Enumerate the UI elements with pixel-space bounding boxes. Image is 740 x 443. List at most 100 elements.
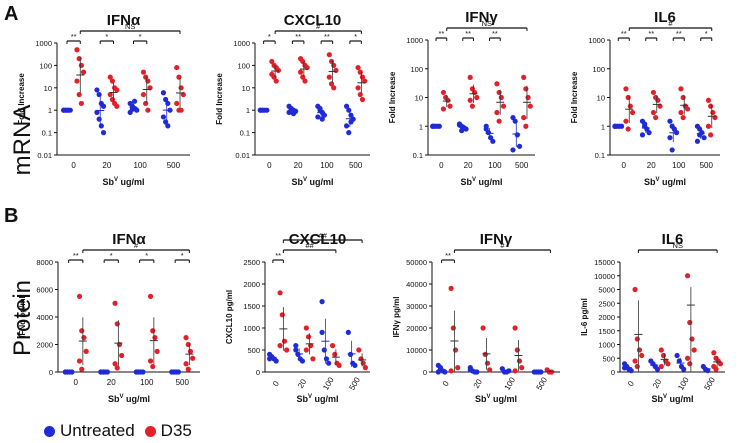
data-point-untreated (516, 143, 523, 149)
x-axis-label-unit: ug/ml (667, 394, 694, 404)
data-point-untreated (346, 107, 352, 113)
data-point-d35 (658, 347, 664, 353)
y-tick-label: 0.1 (413, 151, 423, 160)
data-point-untreated (701, 135, 707, 141)
x-axis-label-main: Sb (108, 394, 120, 404)
data-point-d35 (119, 352, 125, 359)
y-tick-label: 1000 (243, 324, 260, 333)
data-point-d35 (521, 74, 527, 81)
data-point-d35 (76, 293, 83, 299)
data-point-d35 (482, 351, 488, 357)
data-point-untreated (490, 138, 496, 144)
data-point-d35 (650, 109, 657, 116)
data-point-d35 (273, 78, 279, 84)
y-tick-label: 0.01 (235, 151, 250, 160)
x-axis-label-unit: ug/ml (307, 177, 334, 187)
data-point-d35 (684, 273, 691, 279)
data-point-untreated (273, 358, 279, 364)
y-tick-label: 1 (246, 106, 250, 115)
x-axis-label-sup: V (114, 177, 118, 183)
x-axis-label-sup: V (487, 394, 491, 400)
data-point-d35 (277, 343, 283, 349)
data-point-d35 (355, 64, 361, 71)
data-point-d35 (79, 366, 85, 372)
data-point-d35 (691, 347, 697, 353)
x-tick-label: 500 (349, 161, 363, 170)
data-point-untreated (290, 111, 297, 117)
significance-label: * (105, 32, 108, 41)
x-axis-label-main: Sb (644, 177, 656, 187)
data-point-untreated (442, 369, 448, 375)
data-point-d35 (623, 118, 629, 124)
legend-dot-untreated (44, 425, 55, 437)
x-tick-label: 0 (441, 379, 451, 388)
data-point-d35 (450, 325, 456, 331)
data-point-d35 (448, 285, 454, 291)
data-point-d35 (79, 328, 85, 334)
data-point-d35 (190, 355, 196, 361)
data-point-d35 (78, 62, 84, 68)
y-tick-label: 100 (410, 65, 423, 74)
y-tick-label: 0 (256, 368, 260, 377)
x-axis-label-sup: V (656, 177, 660, 183)
row-label-a-title: mRNA (9, 105, 36, 176)
x-tick-label: 20 (107, 378, 116, 387)
y-tick-label: 1000 (598, 341, 615, 350)
data-point-untreated (348, 119, 354, 125)
data-point-d35 (80, 69, 87, 75)
significance-label: # (500, 241, 505, 250)
data-point-d35 (678, 109, 684, 116)
data-point-d35 (178, 107, 184, 113)
y-tick-label: 0.01 (37, 151, 52, 160)
data-point-d35 (174, 64, 180, 71)
x-tick-label: 0 (439, 161, 444, 170)
chart-title: IL6 (654, 9, 676, 26)
data-point-d35 (467, 74, 473, 81)
data-point-d35 (636, 347, 643, 353)
data-point-d35 (523, 123, 529, 129)
significance-label: # (316, 22, 321, 31)
data-point-d35 (360, 360, 366, 366)
data-point-d35 (653, 114, 659, 121)
x-axis-label: SbV ug/ml (475, 394, 517, 404)
significance-label: ** (438, 29, 444, 38)
data-point-untreated (288, 106, 294, 112)
data-point-untreated (94, 87, 100, 93)
y-tick-label: 0 (611, 368, 615, 377)
x-axis-label-sup: V (303, 177, 307, 183)
data-point-d35 (114, 365, 120, 371)
legend: Untreated D35 (44, 421, 202, 441)
data-point-d35 (639, 352, 645, 359)
x-axis-label-main: Sb (102, 177, 114, 187)
data-point-d35 (711, 350, 717, 356)
data-point-untreated (667, 135, 673, 141)
y-tick-label: 1 (601, 122, 605, 131)
data-point-d35 (623, 86, 629, 92)
data-point-untreated (131, 98, 138, 104)
y-axis-label: IFNα pg/ml (18, 296, 27, 337)
significance-label: * (139, 32, 142, 41)
significance-label: ** (676, 29, 682, 38)
legend-item-untreated: Untreated (44, 421, 135, 441)
y-tick-label: 2000 (598, 313, 615, 322)
data-point-d35 (112, 300, 118, 306)
data-point-untreated (96, 116, 102, 122)
x-axis-label: SbV ug/ml (102, 177, 144, 187)
x-axis-label: SbV ug/ml (296, 394, 338, 404)
legend-item-d35: D35 (144, 421, 192, 441)
legend-dot-d35 (144, 425, 156, 437)
data-point-d35 (358, 356, 364, 362)
data-point-d35 (107, 74, 113, 80)
x-axis-label-unit: ug/ml (491, 394, 518, 404)
data-point-d35 (480, 325, 486, 331)
data-point-d35 (527, 103, 533, 109)
y-tick-label: 2000 (36, 341, 53, 350)
data-point-untreated (319, 329, 325, 335)
y-tick-label: 15000 (594, 258, 615, 267)
significance-label: * (110, 251, 113, 260)
data-point-d35 (187, 348, 194, 354)
data-point-d35 (713, 366, 719, 372)
data-point-d35 (297, 69, 304, 75)
x-axis-label-main: Sb (475, 394, 487, 404)
